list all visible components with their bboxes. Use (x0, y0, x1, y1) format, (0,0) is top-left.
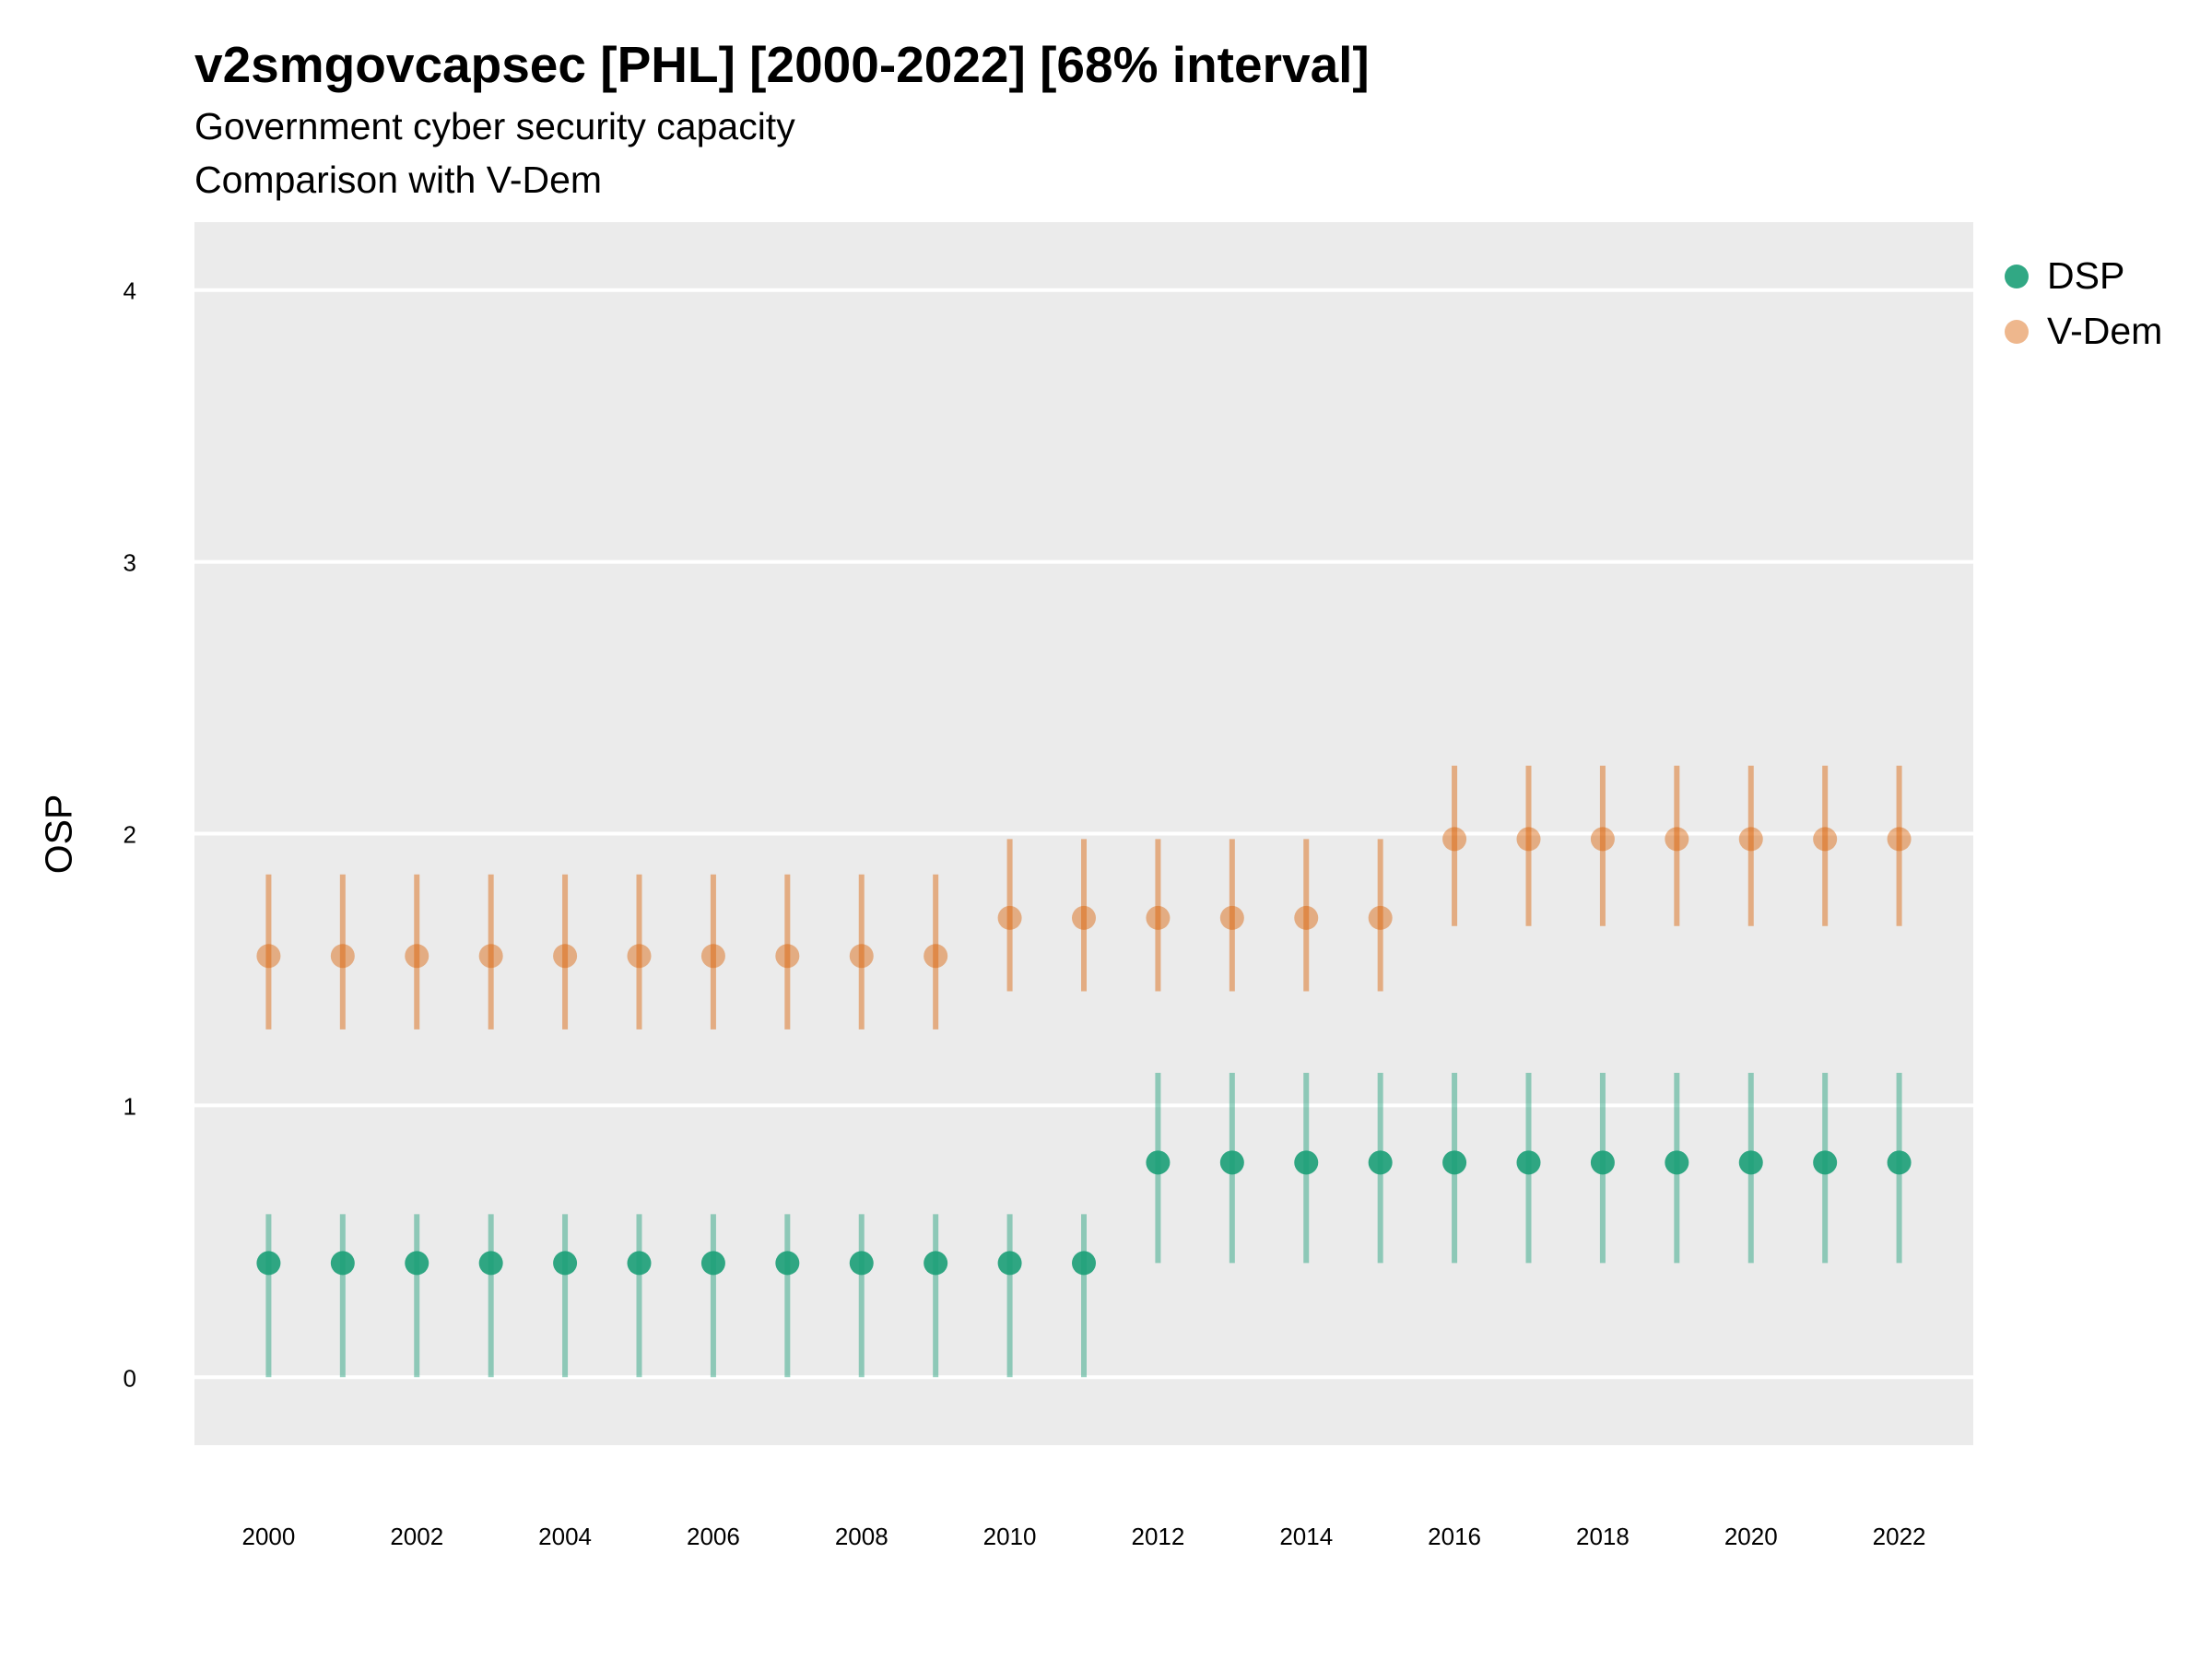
point-dsp-2015 (1368, 1150, 1393, 1175)
point-vdem-2021 (1813, 827, 1838, 852)
x-tick-label-2012: 2012 (1131, 1523, 1184, 1550)
x-tick-label-2006: 2006 (687, 1523, 740, 1550)
legend-item-dsp: DSP (2005, 254, 2124, 298)
legend-swatch-dsp (2005, 264, 2029, 288)
point-dsp-2011 (1072, 1251, 1096, 1276)
point-dsp-2017 (1516, 1150, 1541, 1175)
point-vdem-2013 (1219, 905, 1244, 930)
point-vdem-2004 (553, 944, 578, 969)
point-vdem-2017 (1516, 827, 1541, 852)
point-vdem-2002 (405, 944, 429, 969)
point-vdem-2014 (1294, 905, 1319, 930)
point-vdem-2020 (1738, 827, 1763, 852)
point-dsp-2008 (849, 1251, 874, 1276)
chart-subtitle-secondary: Comparison with V-Dem (194, 159, 603, 201)
point-dsp-2001 (330, 1251, 355, 1276)
x-tick-label-2014: 2014 (1279, 1523, 1333, 1550)
point-dsp-2000 (256, 1251, 281, 1276)
y-tick-label-1: 1 (124, 1092, 136, 1120)
x-axis-ticks: 2000 2002 2004 2006 2008 2010 2012 2014 2016 2018… (241, 1523, 1925, 1550)
x-tick-label-2016: 2016 (1428, 1523, 1481, 1550)
x-tick-label-2004: 2004 (538, 1523, 592, 1550)
point-vdem-2010 (997, 905, 1022, 930)
point-vdem-2012 (1146, 905, 1171, 930)
x-tick-label-2020: 2020 (1724, 1523, 1778, 1550)
x-tick-label-2008: 2008 (835, 1523, 888, 1550)
x-tick-label-2002: 2002 (390, 1523, 443, 1550)
point-vdem-2022 (1887, 827, 1912, 852)
point-vdem-2016 (1442, 827, 1467, 852)
point-vdem-2011 (1072, 905, 1096, 930)
point-dsp-2003 (478, 1251, 503, 1276)
point-vdem-2018 (1590, 827, 1615, 852)
point-dsp-2007 (775, 1251, 800, 1276)
legend-item-vdem: V-Dem (2005, 310, 2162, 353)
point-vdem-2003 (478, 944, 503, 969)
point-dsp-2004 (553, 1251, 578, 1276)
chart-title: v2smgovcapsec [PHL] [2000-2022] [68% int… (194, 36, 1370, 93)
point-vdem-2006 (700, 944, 725, 969)
point-dsp-2018 (1590, 1150, 1615, 1175)
point-vdem-2000 (256, 944, 281, 969)
x-tick-label-2018: 2018 (1576, 1523, 1630, 1550)
point-dsp-2019 (1665, 1150, 1689, 1175)
point-dsp-2012 (1146, 1150, 1171, 1175)
point-dsp-2013 (1219, 1150, 1244, 1175)
x-tick-label-2010: 2010 (983, 1523, 1037, 1550)
y-axis-ticks: 0 1 2 3 4 (124, 277, 136, 1393)
chart-subtitle: Government cyber security capacity (194, 105, 795, 147)
point-dsp-2005 (627, 1251, 652, 1276)
y-tick-label-4: 4 (124, 277, 136, 305)
y-tick-label-3: 3 (124, 549, 136, 577)
point-vdem-2001 (330, 944, 355, 969)
point-vdem-2007 (775, 944, 800, 969)
point-dsp-2020 (1738, 1150, 1763, 1175)
x-tick-label-2000: 2000 (241, 1523, 295, 1550)
series-vdem (256, 765, 1912, 1030)
point-vdem-2005 (627, 944, 652, 969)
point-vdem-2008 (849, 944, 874, 969)
point-dsp-2021 (1813, 1150, 1838, 1175)
y-tick-label-2: 2 (124, 821, 136, 849)
x-tick-label-2022: 2022 (1873, 1523, 1926, 1550)
point-vdem-2009 (924, 944, 948, 969)
series-dsp (256, 1073, 1912, 1378)
point-dsp-2014 (1294, 1150, 1319, 1175)
legend-label-vdem: V-Dem (2047, 310, 2163, 352)
point-dsp-2002 (405, 1251, 429, 1276)
point-vdem-2019 (1665, 827, 1689, 852)
point-dsp-2022 (1887, 1150, 1912, 1175)
point-dsp-2010 (997, 1251, 1022, 1276)
point-dsp-2009 (924, 1251, 948, 1276)
data-marks (256, 765, 1912, 1378)
legend-swatch-vdem (2005, 319, 2029, 344)
point-dsp-2016 (1442, 1150, 1467, 1175)
grid-lines (194, 288, 1973, 1380)
y-tick-label-0: 0 (124, 1364, 136, 1392)
point-dsp-2006 (700, 1251, 725, 1276)
legend-label-dsp: DSP (2047, 254, 2125, 297)
point-vdem-2015 (1368, 905, 1393, 930)
